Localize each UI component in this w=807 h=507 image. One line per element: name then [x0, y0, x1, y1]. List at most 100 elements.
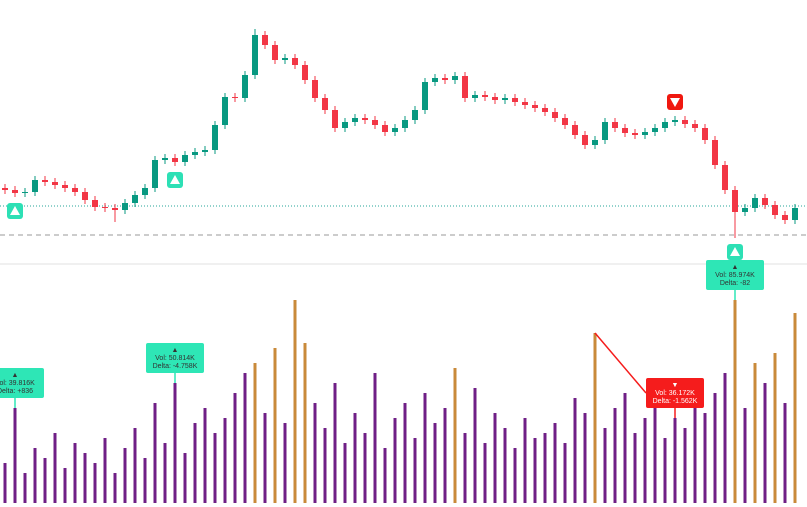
- candle-body: [452, 76, 458, 80]
- candle-body: [652, 128, 658, 132]
- candle-body: [712, 140, 718, 165]
- volume-bar: [523, 418, 527, 503]
- candle-body: [12, 190, 18, 193]
- volume-bar: [603, 428, 607, 503]
- volume-bar: [143, 458, 147, 503]
- candle-body: [792, 208, 798, 220]
- volume-bar: [673, 418, 677, 503]
- candle-body: [762, 198, 768, 205]
- candle-body: [422, 82, 428, 110]
- signal-arrow: [730, 247, 740, 256]
- volume-bar: [233, 393, 237, 503]
- volume-bar: [733, 300, 737, 503]
- volume-bar: [583, 413, 587, 503]
- volume-bar: [33, 448, 37, 503]
- volume-bar: [763, 383, 767, 503]
- candle-body: [72, 188, 78, 192]
- volume-bar: [623, 393, 627, 503]
- callout-delta: Delta: -1.562K: [653, 398, 698, 405]
- volume-bar: [553, 423, 557, 503]
- volume-bar: [643, 418, 647, 503]
- candle-body: [392, 128, 398, 132]
- callout-volume: Vol: 85.974K: [715, 272, 755, 279]
- callout-volume: Vol: 39.816K: [0, 380, 35, 387]
- volume-bar: [183, 453, 187, 503]
- volume-bar: [73, 443, 77, 503]
- candle-body: [592, 140, 598, 145]
- candle-body: [782, 215, 788, 220]
- volume-bar: [333, 383, 337, 503]
- callout-volume: Vol: 50.814K: [155, 355, 195, 362]
- callout-symbol: ▲: [12, 372, 19, 379]
- candle-body: [442, 78, 448, 80]
- candle-body: [202, 150, 208, 152]
- volume-bar: [153, 403, 157, 503]
- candle-body: [102, 207, 108, 208]
- callout-volume: Vol: 36.172K: [655, 390, 695, 397]
- volume-bar: [113, 473, 117, 503]
- volume-bar: [633, 433, 637, 503]
- candle-body: [332, 110, 338, 128]
- candle-body: [132, 195, 138, 203]
- volume-bar: [793, 313, 797, 503]
- volume-bar: [223, 418, 227, 503]
- candle-body: [502, 98, 508, 100]
- volume-bar: [43, 458, 47, 503]
- candle-body: [242, 75, 248, 98]
- volume-bar: [483, 443, 487, 503]
- volume-bar: [703, 413, 707, 503]
- candle-body: [362, 118, 368, 120]
- volume-bar: [93, 463, 97, 503]
- volume-bar: [423, 393, 427, 503]
- candle-body: [562, 118, 568, 125]
- volume-bar: [373, 373, 377, 503]
- signal-arrow: [170, 175, 180, 184]
- candle-body: [122, 203, 128, 210]
- callout-delta: Delta: -4.758K: [153, 363, 198, 370]
- candle-body: [262, 35, 268, 45]
- candle-body: [312, 80, 318, 98]
- callout-symbol: ▲: [732, 264, 739, 271]
- volume-bar: [363, 433, 367, 503]
- candle-body: [22, 192, 28, 193]
- volume-bar: [693, 383, 697, 503]
- candle-body: [252, 35, 258, 75]
- candle-body: [752, 198, 758, 208]
- volume-bar: [663, 438, 667, 503]
- candle-body: [742, 208, 748, 212]
- candle-body: [92, 200, 98, 207]
- volume-bar: [453, 368, 457, 503]
- volume-bar: [213, 433, 217, 503]
- volume-bar: [13, 408, 17, 503]
- candle-body: [732, 190, 738, 212]
- callout-delta: Delta: -82: [720, 280, 750, 287]
- candle-body: [772, 205, 778, 215]
- candle-body: [702, 128, 708, 140]
- volume-bar: [23, 473, 27, 503]
- volume-bar: [63, 468, 67, 503]
- candle-body: [342, 122, 348, 128]
- candle-body: [272, 45, 278, 60]
- candle-body: [2, 188, 8, 190]
- candle-body: [512, 98, 518, 102]
- volume-bar: [173, 383, 177, 503]
- candle-body: [352, 118, 358, 122]
- candle-body: [662, 122, 668, 128]
- volume-bar: [303, 343, 307, 503]
- volume-bar: [323, 428, 327, 503]
- volume-bar: [253, 363, 257, 503]
- volume-bar: [743, 408, 747, 503]
- candle-body: [552, 112, 558, 118]
- candle-body: [292, 58, 298, 65]
- volume-bar: [393, 418, 397, 503]
- volume-bar: [203, 408, 207, 503]
- volume-bar: [753, 363, 757, 503]
- callout-box: [0, 368, 44, 398]
- volume-bar: [163, 443, 167, 503]
- callout-symbol: ▲: [172, 347, 179, 354]
- volume-bar: [53, 433, 57, 503]
- callout-delta: Delta: +836: [0, 388, 33, 395]
- candle-body: [212, 125, 218, 150]
- volume-bar: [313, 403, 317, 503]
- callout-symbol: ▼: [672, 382, 679, 389]
